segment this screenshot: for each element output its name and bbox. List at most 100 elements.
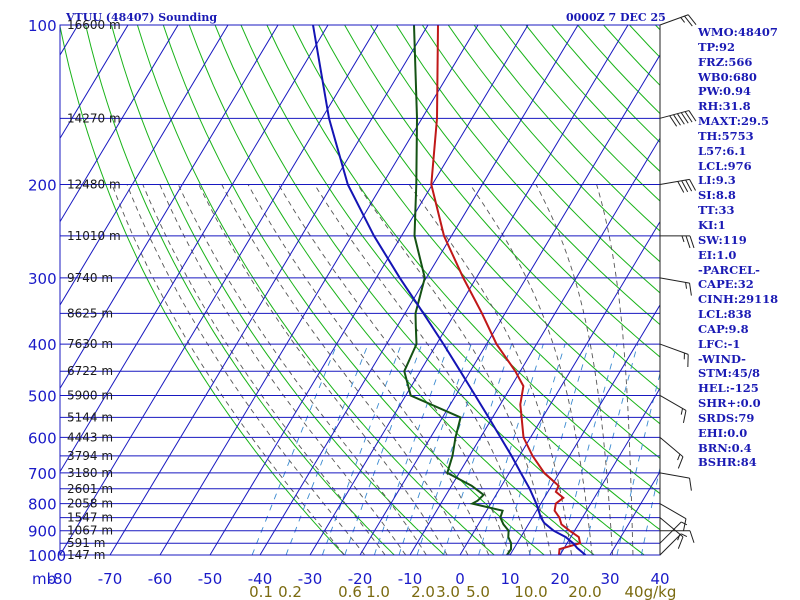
moist-adiabat-line [314, 184, 531, 555]
wind-barb-half [677, 453, 681, 461]
pressure-tick-label: 1000 [28, 547, 66, 565]
wind-barb [659, 521, 688, 544]
wind-barb-half [680, 408, 684, 415]
temperature-tick-label: 30 [600, 570, 619, 588]
wind-barb [659, 178, 697, 193]
temperature-tick-label: -70 [98, 570, 123, 588]
mixing-ratio-label: 0.2 [278, 583, 302, 600]
wind-barb [659, 472, 692, 491]
mixing-ratio-label: 2.0 [411, 583, 435, 600]
moist-adiabat-line [221, 184, 469, 555]
index-item: BSHR:84 [698, 455, 757, 470]
wind-barb-flag [684, 15, 693, 27]
temperature-line [430, 25, 582, 555]
wind-barb-flag [681, 180, 689, 193]
index-item: -PARCEL- [698, 262, 760, 277]
temperature-tick-label: -40 [248, 570, 273, 588]
isotherm-line [0, 25, 28, 555]
moist-adiabat-line [247, 184, 490, 555]
temperature-tick-label: 40 [650, 570, 669, 588]
temperature-tick-label: -30 [298, 570, 323, 588]
pressure-tick-label: 600 [28, 429, 57, 447]
mixing-ratio-label: 5.0 [466, 583, 490, 600]
height-label: 12480 m [67, 178, 121, 192]
wind-barb [659, 14, 697, 27]
moist-adiabat-line [177, 184, 427, 555]
height-label: 11010 m [67, 229, 121, 243]
wind-barb-flag [689, 179, 697, 191]
wind-barb-shaft [659, 110, 690, 119]
height-label: 4443 m [67, 430, 113, 444]
index-item: SRDS:79 [698, 410, 755, 425]
stability-indices-panel: WMO:48407 TP:92 FRZ:566 WB0:680 PW:0.94 RH:31… [698, 25, 798, 470]
wind-barb [659, 503, 687, 532]
height-label: 2058 m [67, 497, 113, 511]
mixing-ratio-line [528, 343, 590, 555]
mixing-ratio-label: 10.0 [514, 583, 547, 600]
mixing-ratio-line [251, 343, 338, 555]
mixing-ratio-line [398, 343, 472, 555]
mixing-ratio-label: 20.0 [568, 583, 601, 600]
wind-barb [660, 530, 695, 543]
isotherm-line [60, 25, 179, 223]
index-item: SI:8.8 [698, 188, 736, 203]
index-item: STM:45/8 [698, 366, 761, 381]
isotherm-line [259, 25, 579, 555]
pressure-tick-label: 400 [28, 336, 57, 354]
index-item: -WIND- [698, 351, 746, 366]
index-item: CAPE:32 [698, 277, 754, 292]
height-label: 3180 m [67, 466, 113, 480]
mixing-ratio-label: 40 [624, 583, 643, 600]
pressure-tick-label: 100 [28, 17, 57, 35]
index-item: LCL:976 [698, 158, 752, 173]
height-label: 3794 m [67, 449, 113, 463]
index-item: MAXT:29.5 [698, 114, 769, 129]
pressure-tick-label: 500 [28, 387, 57, 405]
mixing-ratio-label: 0.1 [249, 583, 273, 600]
index-item: EHI:0.0 [698, 425, 748, 440]
wind-barb-shaft [659, 521, 682, 544]
wind-barb-flag [673, 114, 681, 126]
wind-barb-half [680, 521, 688, 526]
wind-barb-half [685, 282, 688, 289]
dry-adiabat-line [162, 25, 545, 555]
chart-title: VTUU (48407) Sounding [65, 11, 217, 24]
temperature-tick-label: -20 [348, 570, 373, 588]
height-label: 7630 m [67, 337, 113, 351]
wind-barb-flag [688, 110, 697, 122]
dry-adiabat-line [188, 25, 595, 555]
index-item: LI:9.3 [698, 173, 736, 188]
mixing-ratio-label: 0.6 [338, 583, 362, 600]
plot-area [0, 25, 660, 555]
isotherm-line [109, 25, 429, 555]
index-item: TP:92 [698, 39, 736, 54]
parcel-line [312, 25, 587, 555]
index-item: KI:1 [698, 217, 726, 232]
wind-barb [659, 395, 687, 423]
wind-barb-shaft [659, 395, 687, 411]
pressure-tick-label: 900 [28, 523, 57, 541]
wind-barb-flag [685, 179, 693, 192]
temperature-tick-label: -80 [48, 570, 73, 588]
temperature-tick-label: 20 [550, 570, 569, 588]
wind-barb-flag [680, 112, 689, 124]
index-item: RH:31.8 [698, 99, 751, 114]
wind-barb-shaft [659, 277, 690, 284]
wind-barb-flag [677, 536, 684, 549]
isotherm-line [159, 25, 479, 555]
wind-barb-half [680, 17, 685, 23]
wind-barb-shaft [659, 533, 682, 556]
wind-barb-flag [687, 14, 697, 25]
wind-barb-flag [682, 518, 687, 532]
wind-barb [659, 437, 684, 469]
height-label: 9740 m [67, 271, 113, 285]
index-item: WB0:680 [698, 69, 757, 84]
temperature-tick-label: -60 [148, 570, 173, 588]
wind-barb [660, 235, 695, 249]
mb-label: mb [32, 570, 56, 588]
wind-barb-shaft [659, 472, 690, 479]
wind-barb-shaft [659, 437, 684, 458]
isotherm-line [60, 25, 379, 555]
dry-adiabat-line [111, 25, 445, 555]
wind-barb-shaft [659, 14, 689, 26]
